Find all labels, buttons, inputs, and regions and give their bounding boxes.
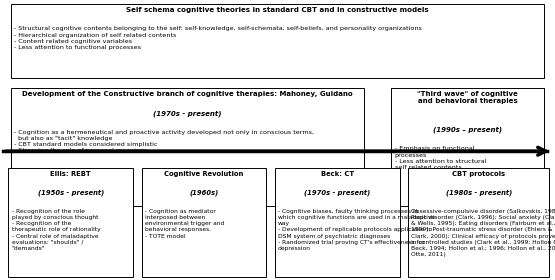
Text: (1980s - present): (1980s - present) [446,190,512,196]
Text: Ellis: REBT: Ellis: REBT [51,171,91,177]
Text: - Cognition as mediator
interposed between
environmental trigger and
behavioral : - Cognition as mediator interposed betwe… [145,209,224,239]
Text: - Structural cognitive contents belonging to the self: self-knowledge, self-sche: - Structural cognitive contents belongin… [14,26,422,50]
FancyBboxPatch shape [391,88,544,206]
FancyBboxPatch shape [11,88,364,206]
Text: Development of the Constructive branch of cognitive therapies: Mahoney, Guidano: Development of the Constructive branch o… [22,91,352,97]
Text: (1970s - present): (1970s - present) [304,190,370,196]
Text: (1950s - present): (1950s - present) [38,190,104,196]
Text: - Cognition as a hermeneutical and proactive activity developed not only in cons: - Cognition as a hermeneutical and proac… [14,130,315,153]
Text: (1960s): (1960s) [189,190,219,196]
Text: "Third wave" of cognitive
and behavioral therapies: "Third wave" of cognitive and behavioral… [417,91,518,104]
Text: Self schema cognitive theories in standard CBT and in constructive models: Self schema cognitive theories in standa… [126,7,429,13]
FancyBboxPatch shape [142,168,266,277]
Text: Obsessive-compulsive disorder (Salkovskis, 1985);
Panic disorder (Clark, 1996); : Obsessive-compulsive disorder (Salkovski… [411,209,555,257]
FancyBboxPatch shape [275,168,400,277]
Text: (1990s – present): (1990s – present) [433,127,502,134]
Text: - Recognition of the role
played by conscious thought
- Recognition of the
thera: - Recognition of the role played by cons… [12,209,100,251]
FancyBboxPatch shape [11,4,544,78]
FancyBboxPatch shape [8,168,133,277]
Text: Beck: CT: Beck: CT [321,171,354,177]
Text: Cognitive Revolution: Cognitive Revolution [164,171,244,177]
Text: (1970s - present): (1970s - present) [153,110,221,117]
Text: - Cognitive biases, faulty thinking processes in
which cognitive functions are u: - Cognitive biases, faulty thinking proc… [278,209,435,251]
Text: - Emphasis on functional
processes
- Less attention to structural
self related c: - Emphasis on functional processes - Les… [395,146,486,170]
FancyBboxPatch shape [408,168,549,277]
Text: CBT protocols: CBT protocols [452,171,505,177]
